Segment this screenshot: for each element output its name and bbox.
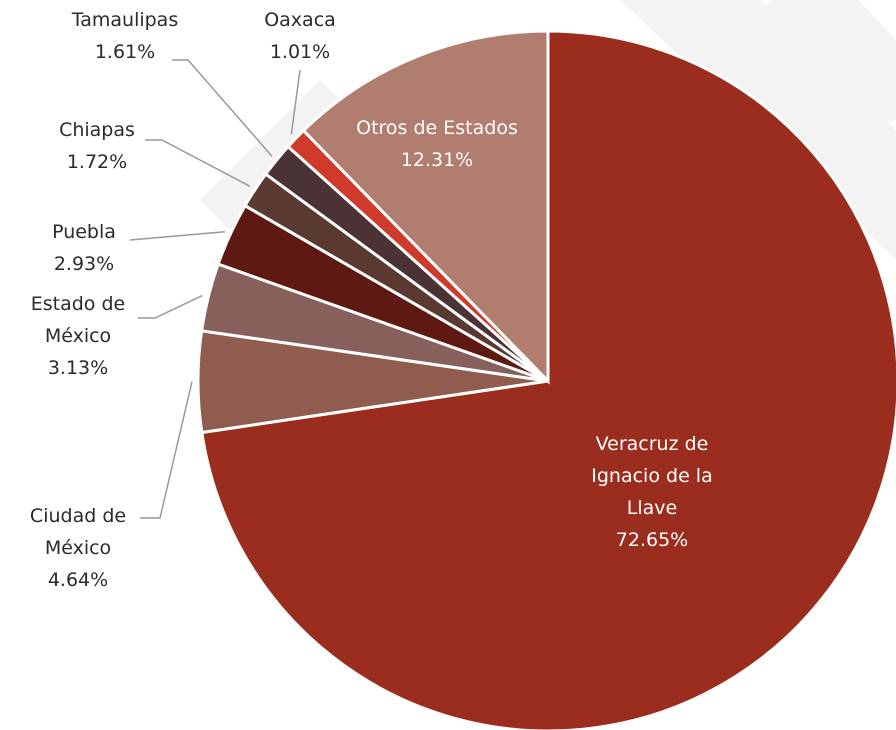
slice-label: Chiapas — [59, 119, 135, 141]
slice-value-label: 3.13% — [47, 357, 109, 379]
slice-label: Otros de Estados — [356, 117, 518, 139]
slice-value-label: 72.65% — [615, 529, 689, 551]
slice-value-label: 1.61% — [94, 41, 156, 63]
pie-slice — [301, 29, 550, 385]
slice-value-label: 1.01% — [269, 41, 331, 63]
leader-line — [129, 231, 225, 241]
slice-value-label: 2.93% — [53, 253, 115, 275]
leader-line — [140, 381, 193, 519]
slice-value-label: 4.64% — [47, 569, 109, 591]
leader-line — [145, 139, 251, 187]
leader-line — [290, 69, 301, 135]
slice-label: Tamaulipas — [71, 9, 179, 31]
slice-label: Ciudad de México — [29, 505, 127, 559]
slice-label: Estado de México — [30, 293, 126, 347]
leader-line — [138, 294, 203, 319]
slice-label: Veracruz de Ignacio de la Llave — [591, 433, 713, 519]
slice-value-label: 12.31% — [400, 149, 474, 171]
slice-label: Oaxaca — [264, 9, 336, 31]
slice-value-label: 1.72% — [66, 151, 128, 173]
slice-label: Puebla — [52, 221, 116, 243]
leader-line — [172, 59, 273, 157]
